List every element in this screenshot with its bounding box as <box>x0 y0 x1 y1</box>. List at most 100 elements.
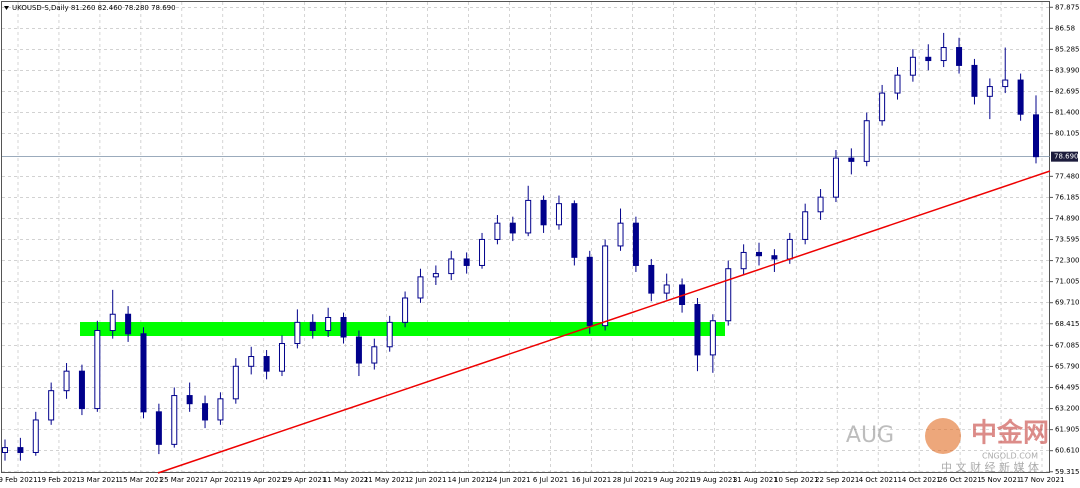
current-price-label: 78.690 <box>1054 153 1079 161</box>
y-tick-label: 68.415 <box>1055 320 1080 328</box>
candle-body <box>571 203 578 258</box>
candle-body <box>155 411 162 445</box>
x-tick-label: 5 Nov 2021 <box>981 476 1021 484</box>
candle-body <box>709 320 716 356</box>
candle-body <box>479 238 486 266</box>
symbol-header: UKOUSD-S,Daily 81.260 82.460 78.280 78.6… <box>12 4 176 12</box>
candle-body <box>694 303 701 356</box>
y-tick-label: 73.595 <box>1055 236 1080 244</box>
candle-body <box>78 370 85 410</box>
menu-arrow[interactable] <box>4 6 9 10</box>
candle-body <box>971 64 978 97</box>
candle-body <box>309 321 316 332</box>
watermark-brand: AUG <box>846 423 894 448</box>
x-tick-label: 11 May 2021 <box>323 476 369 484</box>
candle-body <box>432 273 439 278</box>
x-tick-label: 29 Apr 2021 <box>283 476 326 484</box>
candle-body <box>325 317 332 332</box>
candle-body <box>925 56 932 62</box>
candle-body <box>417 276 424 299</box>
candle-body <box>171 395 178 445</box>
candle-body <box>863 120 870 162</box>
x-tick-label: 7 Apr 2021 <box>203 476 242 484</box>
x-tick-label: 17 Nov 2021 <box>1020 476 1065 484</box>
candle-body <box>540 199 547 226</box>
x-tick-label: 2 Jun 2021 <box>409 476 447 484</box>
y-tick-label: 86.58 <box>1055 24 1075 32</box>
watermark-slogan: 中 文 财 经 新 媒 体 <box>941 460 1039 474</box>
x-tick-label: 4 Oct 2021 <box>859 476 898 484</box>
candle-body <box>617 222 624 247</box>
y-tick-label: 83.990 <box>1055 66 1080 74</box>
y-tick-label: 77.480 <box>1055 172 1080 180</box>
y-tick-label: 76.185 <box>1055 193 1080 201</box>
x-tick-label: 21 May 2021 <box>364 476 410 484</box>
candle-body <box>232 365 239 400</box>
candle-body <box>1002 79 1009 88</box>
candle-body <box>217 398 224 421</box>
candle-body <box>109 313 116 332</box>
candle-body <box>586 256 593 327</box>
candle-body <box>909 56 916 76</box>
watermark-domain: CNGOLD.COM <box>982 452 1038 461</box>
candle-body <box>956 47 963 66</box>
candle-body <box>494 222 501 240</box>
x-tick-label: 9 Feb 2021 <box>0 476 38 484</box>
watermark-logo <box>925 418 961 454</box>
candle-body <box>940 47 947 62</box>
x-tick-label: 15 Mar 2021 <box>119 476 163 484</box>
candle-body <box>140 333 147 413</box>
candle-body <box>602 245 609 327</box>
y-tick-label: 71.005 <box>1055 278 1080 286</box>
watermark-site: 中金网 <box>971 418 1049 449</box>
candle-body <box>525 199 532 234</box>
candle-body <box>63 370 70 392</box>
candle-body <box>509 222 516 234</box>
candle-body <box>186 395 193 405</box>
candle-body <box>632 222 639 266</box>
candle-body <box>355 336 362 364</box>
candle-body <box>448 258 455 275</box>
candle-body <box>402 297 409 323</box>
y-tick-label: 85.285 <box>1055 45 1080 53</box>
x-tick-label: 10 Sep 2021 <box>774 476 818 484</box>
y-tick-label: 80.105 <box>1055 130 1080 138</box>
y-tick-label: 69.710 <box>1055 299 1080 307</box>
candle-body <box>48 390 55 421</box>
y-tick-label: 87.875 <box>1055 3 1080 11</box>
y-tick-label: 64.495 <box>1055 384 1080 392</box>
candle-body <box>278 343 285 372</box>
y-tick-label: 67.085 <box>1055 341 1080 349</box>
x-tick-label: 19 Feb 2021 <box>37 476 81 484</box>
candle-body <box>848 157 855 162</box>
x-tick-label: 16 Jul 2021 <box>572 476 612 484</box>
candle-body <box>17 447 24 453</box>
x-tick-label: 3 Mar 2021 <box>80 476 120 484</box>
x-tick-label: 19 Aug 2021 <box>692 476 737 484</box>
support-zone <box>80 322 725 336</box>
candle-body <box>832 157 839 198</box>
candle-body <box>248 356 255 367</box>
y-tick-label: 65.790 <box>1055 362 1080 370</box>
candle-body <box>125 313 132 335</box>
y-tick-label: 82.695 <box>1055 88 1080 96</box>
candle-body <box>986 86 993 97</box>
candle-body <box>371 346 378 364</box>
candle-body <box>32 419 39 453</box>
current-price-box <box>1051 151 1078 162</box>
x-tick-label: 24 Jun 2021 <box>488 476 530 484</box>
candle-body <box>663 284 670 294</box>
x-tick-label: 6 Jul 2021 <box>533 476 568 484</box>
candle-body <box>771 255 778 260</box>
candle-body <box>94 330 101 410</box>
x-tick-label: 31 Aug 2021 <box>733 476 778 484</box>
y-tick-label: 60.610 <box>1055 447 1080 455</box>
candle-body <box>802 211 809 240</box>
y-tick-label: 59.315 <box>1055 468 1080 476</box>
x-tick-label: 19 Apr 2021 <box>242 476 285 484</box>
y-tick-label: 72.300 <box>1055 257 1080 265</box>
candle-body <box>202 403 209 421</box>
x-tick-label: 26 Oct 2021 <box>938 476 981 484</box>
candle-body <box>463 258 470 266</box>
